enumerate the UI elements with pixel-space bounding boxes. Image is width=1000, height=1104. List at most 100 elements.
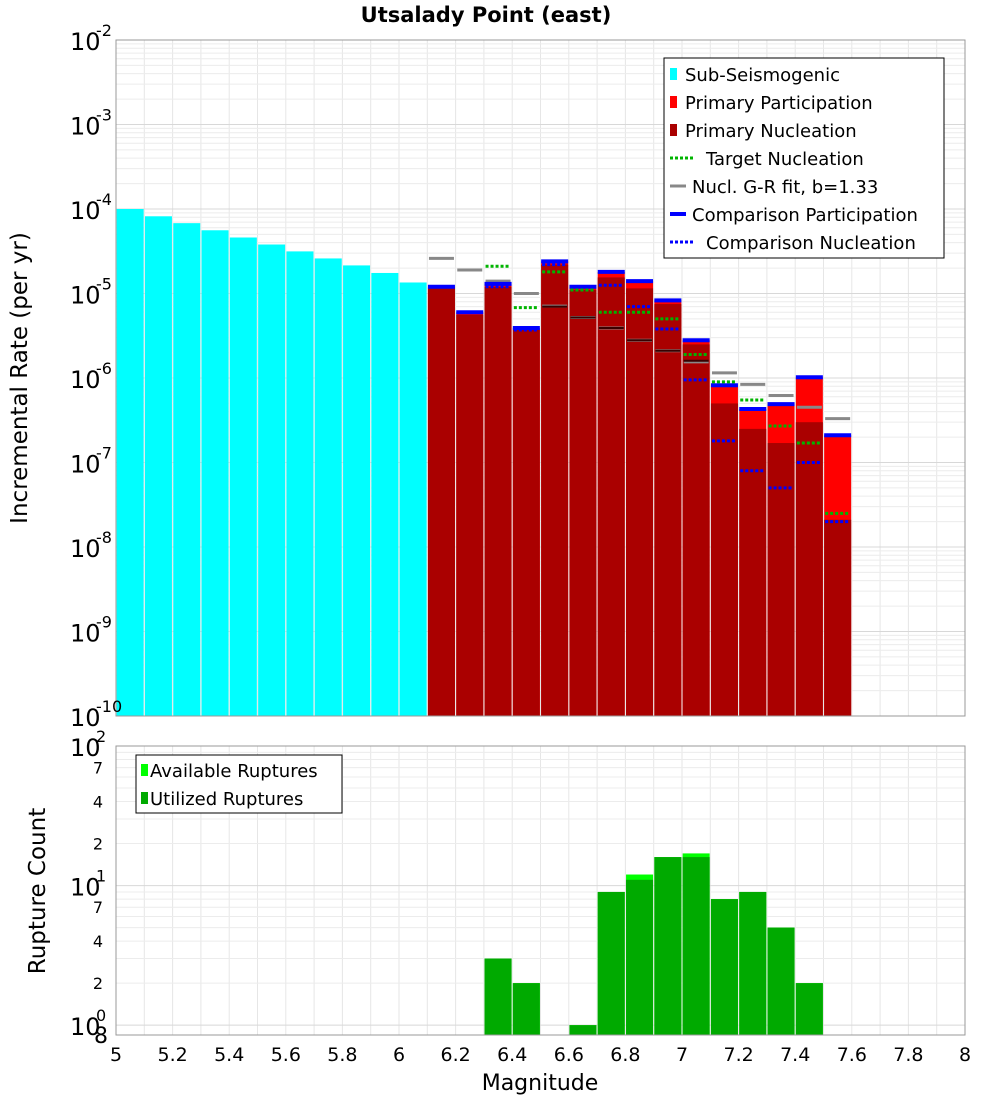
y-tick-exponent: 1 bbox=[96, 867, 106, 886]
y-tick-label: 10 bbox=[70, 451, 101, 479]
sub-seismogenic-bar bbox=[314, 258, 342, 716]
x-tick-label: 7.2 bbox=[723, 1044, 753, 1066]
legend-label: Primary Nucleation bbox=[685, 121, 857, 142]
sub-seismogenic-bar bbox=[144, 216, 172, 717]
utilized-ruptures-bar bbox=[795, 983, 823, 1035]
legend-swatch bbox=[141, 764, 148, 776]
x-tick-label: 6.2 bbox=[440, 1044, 470, 1066]
utilized-ruptures-bar bbox=[682, 857, 710, 1035]
plot-frame bbox=[115, 745, 966, 1036]
primary-nucleation-bar bbox=[710, 403, 738, 716]
y-tick-label: 10 bbox=[70, 1013, 101, 1041]
primary-nucleation-bar bbox=[427, 288, 455, 716]
y-tick-exponent: 0 bbox=[96, 1006, 106, 1025]
legend-label: Available Ruptures bbox=[150, 761, 318, 782]
sub-seismogenic-bar bbox=[343, 265, 371, 716]
legend-label: Comparison Nucleation bbox=[706, 233, 916, 254]
sub-seismogenic-bar bbox=[371, 272, 399, 716]
y-tick-exponent: -9 bbox=[96, 613, 112, 632]
y-tick-label: 10 bbox=[70, 535, 101, 563]
primary-nucleation-bar bbox=[597, 277, 625, 716]
primary-nucleation-bar bbox=[512, 329, 540, 716]
x-tick-label: 8 bbox=[959, 1044, 971, 1066]
legend-swatch bbox=[141, 792, 148, 804]
y-tick-label: 8 bbox=[94, 1024, 108, 1049]
y-tick-exponent: -5 bbox=[96, 275, 112, 294]
utilized-ruptures-bar bbox=[767, 927, 795, 1035]
x-tick-label: 5.4 bbox=[214, 1044, 244, 1066]
plot-frame bbox=[115, 39, 966, 717]
y-tick-exponent: -8 bbox=[96, 528, 112, 547]
sub-seismogenic-bar bbox=[286, 251, 314, 716]
utilized-ruptures-bar bbox=[484, 958, 512, 1035]
y-tick-label: 10 bbox=[70, 366, 101, 394]
x-tick-label: 7.6 bbox=[837, 1044, 867, 1066]
x-tick-label: 7.8 bbox=[893, 1044, 923, 1066]
primary-nucleation-bar bbox=[626, 288, 654, 716]
x-tick-label: 7 bbox=[676, 1044, 688, 1066]
x-tick-label: 6 bbox=[393, 1044, 405, 1066]
primary-nucleation-bar bbox=[824, 519, 852, 716]
utilized-ruptures-bar bbox=[597, 891, 625, 1035]
y-tick-label: 10 bbox=[70, 197, 101, 225]
top-panel-plot: 10-1010-910-810-710-610-510-410-310-2Sub… bbox=[70, 21, 966, 732]
y-tick-label: 4 bbox=[93, 793, 103, 812]
sub-seismogenic-bar bbox=[229, 237, 257, 717]
x-tick-label: 6.6 bbox=[554, 1044, 584, 1066]
legend-label: Utilized Ruptures bbox=[150, 789, 303, 810]
y-tick-exponent: -3 bbox=[96, 106, 112, 125]
primary-nucleation-bar bbox=[541, 264, 569, 716]
y-tick-label: 10 bbox=[70, 620, 101, 648]
y-tick-exponent: -6 bbox=[96, 359, 112, 378]
y-tick-label: 7 bbox=[93, 759, 103, 778]
x-tick-label: 6.4 bbox=[497, 1044, 527, 1066]
legend-label: Target Nucleation bbox=[705, 149, 864, 170]
legend-box bbox=[663, 57, 945, 259]
y-tick-label: 7 bbox=[93, 898, 103, 917]
bottom-y-axis-label: Rupture Count bbox=[25, 808, 51, 974]
chart-title: Utsalady Point (east) bbox=[361, 3, 612, 27]
x-tick-label: 5.8 bbox=[327, 1044, 357, 1066]
primary-nucleation-bar bbox=[569, 290, 597, 716]
y-tick-label: 2 bbox=[93, 974, 103, 993]
sub-seismogenic-bar bbox=[173, 223, 201, 716]
x-tick-label: 7.4 bbox=[780, 1044, 810, 1066]
top-legend: Sub-Seismogenic Primary Participation Prim… bbox=[663, 57, 945, 259]
y-tick-exponent: -4 bbox=[96, 190, 112, 209]
legend-swatch bbox=[670, 96, 677, 108]
y-tick-label: 10 bbox=[70, 874, 101, 902]
x-tick-label: 5 bbox=[110, 1044, 122, 1066]
primary-nucleation-bar bbox=[456, 314, 484, 716]
y-tick-label: 10 bbox=[70, 113, 101, 141]
utilized-ruptures-bar bbox=[512, 983, 540, 1035]
primary-nucleation-bar bbox=[767, 443, 795, 716]
y-tick-label: 10 bbox=[70, 704, 101, 732]
utilized-ruptures-bar bbox=[569, 1025, 597, 1035]
legend-label: Primary Participation bbox=[685, 93, 873, 114]
y-tick-label: 10 bbox=[70, 28, 101, 56]
legend-swatch bbox=[670, 124, 677, 136]
legend-label: Nucl. G-R fit, b=1.33 bbox=[692, 177, 878, 198]
y-tick-label: 4 bbox=[93, 932, 103, 951]
legend-swatch bbox=[670, 68, 677, 80]
y-tick-label: 10 bbox=[70, 282, 101, 310]
x-tick-label: 5.2 bbox=[157, 1044, 187, 1066]
primary-nucleation-bar bbox=[682, 344, 710, 716]
utilized-ruptures-bar bbox=[710, 899, 738, 1035]
sub-seismogenic-bar bbox=[201, 230, 229, 716]
primary-nucleation-bar bbox=[654, 304, 682, 716]
utilized-ruptures-bar bbox=[626, 879, 654, 1035]
y-tick-exponent: -7 bbox=[96, 444, 112, 463]
x-axis-label: Magnitude bbox=[482, 1071, 599, 1096]
x-tick-label: 6.8 bbox=[610, 1044, 640, 1066]
bottom-legend: Available Ruptures Utilized Ruptures bbox=[135, 754, 343, 814]
sub-seismogenic-bar bbox=[116, 209, 144, 716]
legend-box bbox=[135, 754, 343, 814]
utilized-ruptures-bar bbox=[739, 891, 767, 1035]
utilized-ruptures-bar bbox=[654, 857, 682, 1035]
y-tick-label: 10 bbox=[70, 734, 101, 762]
top-y-axis-label: Incremental Rate (per yr) bbox=[7, 232, 33, 524]
